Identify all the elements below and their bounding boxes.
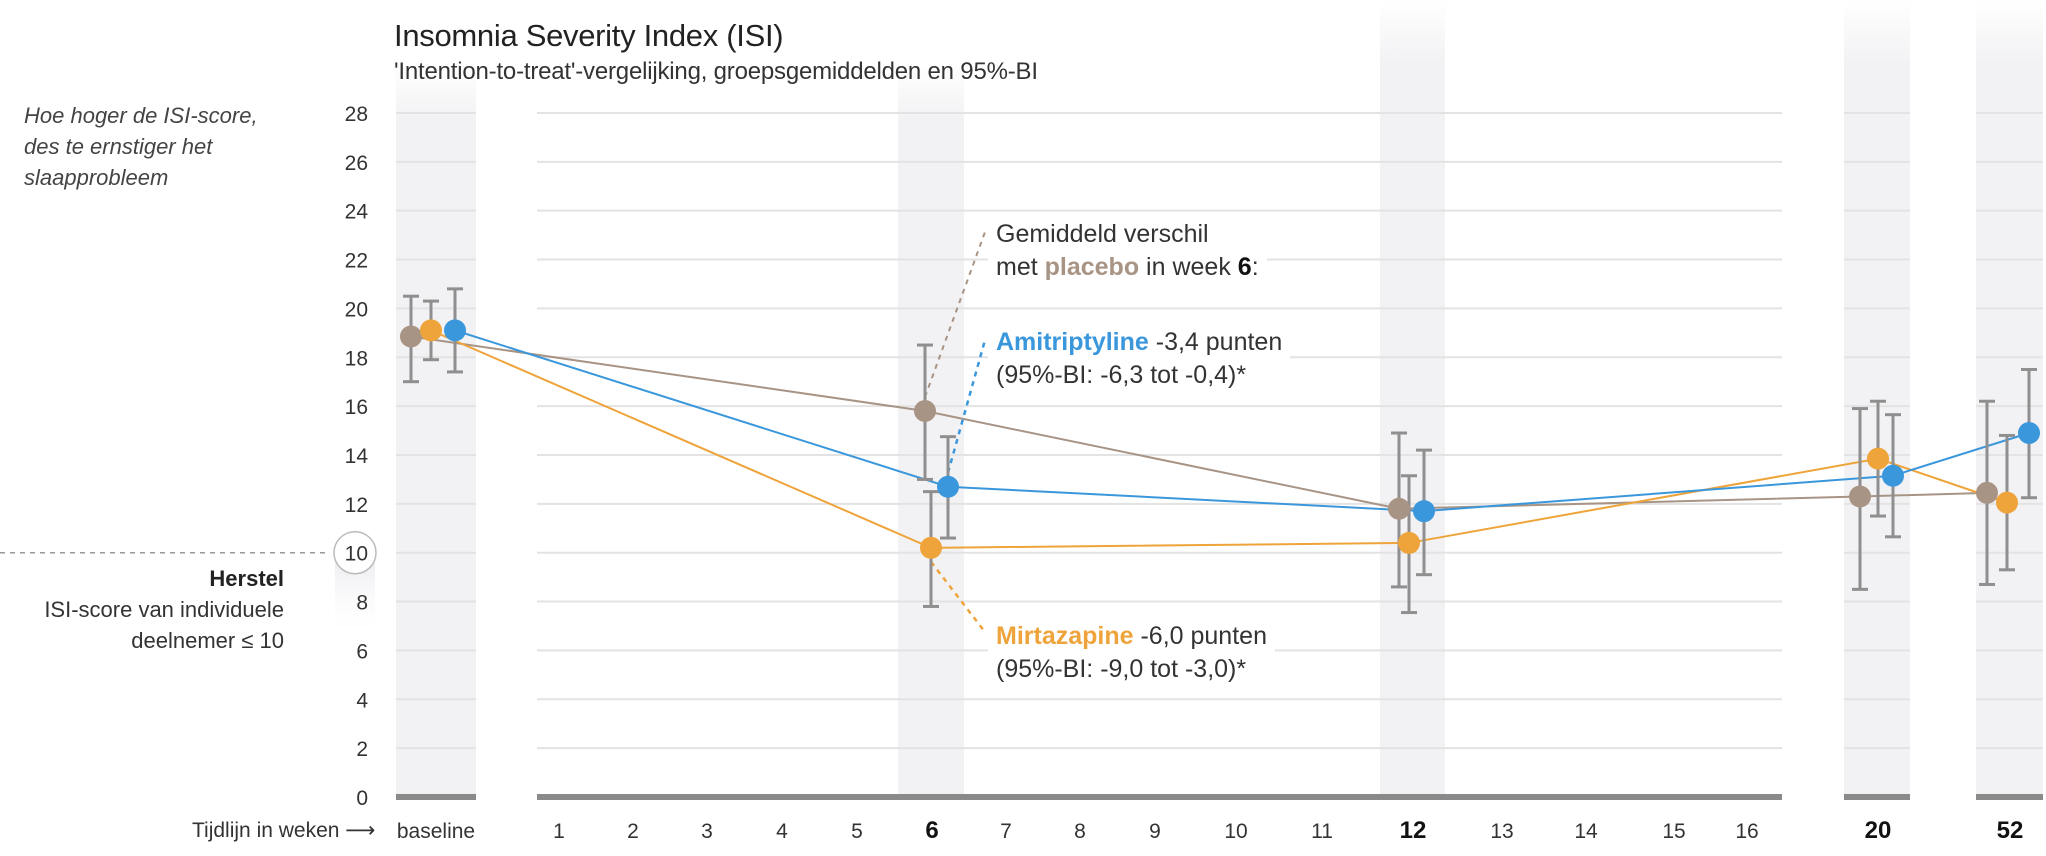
y-axis-note: Hoe hoger de ISI-score, des te ernstiger… <box>24 100 294 193</box>
mirtazapine-leader-line <box>930 561 986 633</box>
x-tick-label: baseline <box>397 820 475 843</box>
y-axis-note-line: des te ernstiger het <box>24 134 213 159</box>
x-tick-label: 14 <box>1574 820 1598 843</box>
y-tick-label: 14 <box>345 445 369 468</box>
data-point-mirtazapine <box>420 319 442 342</box>
x-tick-label: 9 <box>1149 820 1161 843</box>
x-tick-label: 4 <box>776 820 788 843</box>
y-tick-label: 10 <box>345 543 368 566</box>
y-tick-label: 6 <box>356 640 368 663</box>
y-tick-label: 26 <box>345 152 368 175</box>
x-tick-label: 8 <box>1074 820 1086 843</box>
annotation-line: Mirtazapine -6,0 punten <box>996 620 1267 653</box>
annotation-mirtazapine: Mirtazapine -6,0 punten (95%-BI: -9,0 to… <box>988 620 1275 686</box>
annotation-text: met <box>996 253 1045 281</box>
amitriptyline-leader-line <box>946 339 987 474</box>
x-tick-label: 13 <box>1490 820 1513 843</box>
x-tick-label: 12 <box>1400 817 1427 844</box>
x-tick-label: 20 <box>1865 817 1892 844</box>
annotation-ci: (95%-BI: -9,0 tot -3,0)* <box>996 655 1247 683</box>
annotation-text: in week <box>1139 253 1238 281</box>
highlight-band-week-52 <box>1976 0 2043 799</box>
data-point-amitriptyline <box>1882 464 1904 487</box>
x-tick-label: 7 <box>1000 820 1012 843</box>
annotation-diff: -3,4 punten <box>1148 328 1283 356</box>
recovery-text: deelnemer ≤ 10 <box>131 628 284 653</box>
annotation-line: Gemiddeld verschil <box>996 220 1209 248</box>
annotation-amitriptyline: Amitriptyline -3,4 punten (95%-BI: -6,3 … <box>988 326 1291 392</box>
y-tick-label: 0 <box>356 787 368 810</box>
annotation-week: 6 <box>1237 253 1252 281</box>
data-point-mirtazapine <box>1996 491 2018 514</box>
y-tick-label: 18 <box>345 347 368 370</box>
y-tick-label: 4 <box>356 689 368 712</box>
data-point-mirtazapine <box>920 536 942 559</box>
annotation-text: : <box>1251 253 1259 281</box>
data-point-mirtazapine <box>1398 531 1420 554</box>
annotation-placebo-intro: Gemiddeld verschil met placebo in week 6… <box>988 218 1267 284</box>
data-point-placebo <box>400 325 422 348</box>
data-point-amitriptyline <box>444 319 466 342</box>
x-tick-label: 5 <box>851 820 863 843</box>
x-tick-label: 2 <box>627 820 639 843</box>
y-tick-label: 2 <box>356 738 368 761</box>
data-point-placebo <box>1849 485 1871 508</box>
data-point-amitriptyline <box>937 475 959 498</box>
highlight-band-week-12 <box>1380 0 1445 799</box>
annotation-line: met placebo in week 6: <box>996 251 1259 284</box>
y-axis-note-line: slaapprobleem <box>24 165 169 190</box>
data-point-amitriptyline <box>2018 421 2040 444</box>
amitriptyline-label: Amitriptyline <box>996 328 1149 356</box>
arrow-right-icon: ⟶ <box>345 819 376 842</box>
annotation-ci: (95%-BI: -6,3 tot -0,4)* <box>996 361 1247 389</box>
data-point-placebo <box>1976 481 1998 504</box>
y-tick-label: 28 <box>345 103 368 126</box>
x-tick-label: 11 <box>1311 820 1333 843</box>
x-tick-label: 1 <box>553 820 565 843</box>
recovery-text: ISI-score van individuele <box>44 597 284 622</box>
x-tick-label: 16 <box>1735 820 1758 843</box>
data-point-mirtazapine <box>1867 447 1889 470</box>
chart-subtitle: 'Intention-to-treat'-vergelijking, groep… <box>394 58 1038 85</box>
data-point-placebo <box>1388 497 1410 520</box>
y-axis-note-line: Hoe hoger de ISI-score, <box>24 103 258 128</box>
x-axis-title: Tijdlijn in weken <box>192 819 340 842</box>
annotation-diff: -6,0 punten <box>1133 622 1267 650</box>
highlight-band-week-baseline <box>396 62 476 799</box>
y-tick-label: 24 <box>345 201 369 224</box>
recovery-label: Herstel ISI-score van individuele deelne… <box>10 563 284 656</box>
placebo-label: placebo <box>1044 253 1140 281</box>
x-tick-label: 10 <box>1224 820 1247 843</box>
data-point-amitriptyline <box>1413 500 1435 523</box>
chart-title: Insomnia Severity Index (ISI) <box>394 18 784 53</box>
highlight-band-week-20 <box>1844 0 1910 799</box>
annotation-line: Amitriptyline -3,4 punten <box>996 326 1282 359</box>
recovery-threshold-circle <box>333 530 377 575</box>
y-tick-label: 22 <box>345 250 368 273</box>
x-tick-label: 52 <box>1997 817 2024 844</box>
y-tick-label: 12 <box>345 494 368 517</box>
x-tick-label: 3 <box>701 820 713 843</box>
x-axis-label: Tijdlijn in weken ⟶ <box>192 818 375 843</box>
recovery-heading: Herstel <box>209 566 284 591</box>
data-point-placebo <box>914 400 936 423</box>
highlight-band-week-6 <box>898 62 964 799</box>
y-tick-label: 16 <box>345 396 368 419</box>
x-tick-label: 15 <box>1662 820 1685 843</box>
mirtazapine-label: Mirtazapine <box>996 622 1134 650</box>
x-tick-label: 6 <box>925 817 938 844</box>
y-tick-label: 8 <box>356 592 368 615</box>
y-tick-label: 20 <box>345 298 368 321</box>
